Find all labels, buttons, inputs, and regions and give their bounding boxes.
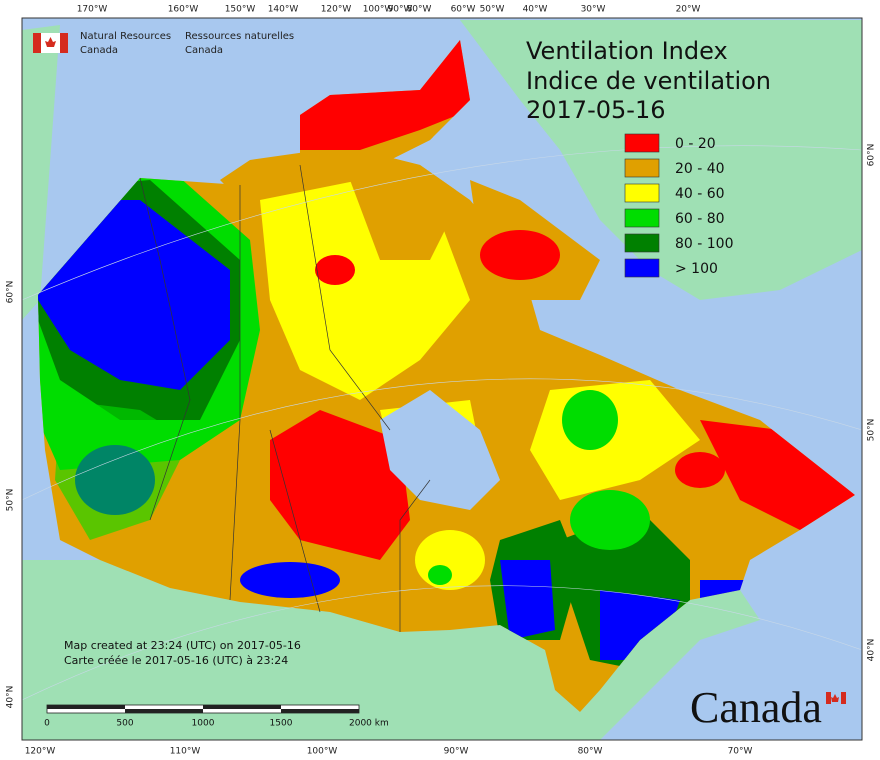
latitude-label: 40°N	[867, 639, 877, 662]
longitude-label: 40°W	[523, 5, 548, 15]
legend-swatch	[624, 233, 660, 253]
flag-bar	[33, 33, 41, 53]
legend-swatch	[624, 158, 660, 178]
longitude-label: 100°W	[307, 747, 338, 757]
right-graticule-labels: 60°N 50°N 40°N	[867, 144, 877, 662]
maple-leaf	[831, 694, 839, 702]
legend-label: 60 - 80	[675, 211, 725, 227]
nrcan-signature: Natural Resources Canada Ressources natu…	[33, 31, 294, 56]
map-frame	[21, 17, 863, 741]
latitude-label: 50°N	[6, 489, 16, 512]
bottom-graticule-labels: 120°W 110°W 100°W 90°W 80°W 70°W	[25, 747, 753, 757]
latitude-label: 40°N	[6, 686, 16, 709]
longitude-label: 30°W	[581, 5, 606, 15]
longitude-label: 80°W	[578, 747, 603, 757]
latitude-label: 50°N	[867, 419, 877, 442]
canada-wordmark: Canada	[690, 683, 846, 732]
left-graticule-labels: 60°N 50°N 40°N	[6, 281, 16, 709]
title: 2017-05-16	[526, 96, 665, 124]
longitude-label: 120°W	[25, 747, 56, 757]
scale-bar-segment	[125, 709, 203, 713]
legend: 0 - 20 20 - 40 40 - 60 60 - 80 80 - 100 > 100	[624, 133, 734, 278]
longitude-label: 60°W	[451, 5, 476, 15]
flag-bar	[826, 692, 831, 704]
legend-label: 0 - 20	[675, 136, 716, 152]
department-fr: Ressources naturelles	[185, 31, 294, 42]
longitude-label: 140°W	[268, 5, 299, 15]
scale-bar-segment	[281, 709, 359, 713]
title: Ventilation Index	[526, 37, 728, 65]
map-area	[22, 18, 862, 740]
legend-label: 40 - 60	[675, 186, 725, 202]
longitude-label: 120°W	[321, 5, 352, 15]
hudson-bay	[380, 390, 500, 510]
scale-label: 2000 km	[349, 719, 389, 729]
flag-bar	[841, 692, 846, 704]
footer-note: Map created at 23:24 (UTC) on 2017-05-16	[64, 639, 301, 652]
longitude-label: 170°W	[77, 5, 108, 15]
scale-bar-segment	[203, 705, 281, 709]
scale-label: 500	[116, 719, 133, 729]
wordmark: Canada	[690, 683, 822, 732]
flag-bar	[60, 33, 68, 53]
legend-label: > 100	[675, 261, 718, 277]
alaska-russia	[22, 25, 60, 320]
scale-label: 1500	[270, 719, 293, 729]
legend-swatch	[624, 258, 660, 278]
boundaries	[139, 164, 431, 632]
longitude-label: 150°W	[225, 5, 256, 15]
longitude-label: 70°W	[728, 747, 753, 757]
footer-note: Carte créée le 2017-05-16 (UTC) à 23:24	[64, 654, 288, 667]
scale-bar-segment	[47, 705, 125, 709]
scale-label: 1000	[192, 719, 215, 729]
latitude-label: 60°N	[6, 281, 16, 304]
department-en: Natural Resources	[80, 31, 171, 42]
department-fr: Canada	[185, 45, 223, 56]
latitude-label: 60°N	[867, 144, 877, 167]
longitude-label: 50°W	[480, 5, 505, 15]
united-states	[22, 560, 760, 740]
title: Indice de ventilation	[526, 67, 771, 95]
legend-label: 20 - 40	[675, 161, 725, 177]
longitude-label: 20°W	[676, 5, 701, 15]
longitude-label: 160°W	[168, 5, 199, 15]
longitude-label: 100°W	[363, 5, 394, 15]
longitude-label: 90°W	[444, 747, 469, 757]
longitude-label: 110°W	[170, 747, 201, 757]
graticule-lines	[22, 145, 862, 701]
top-graticule-labels: 170°W 160°W 150°W 140°W 120°W 100°W90°W80°W 60…	[77, 5, 701, 15]
longitude-label: 90°W	[388, 5, 413, 15]
legend-label: 80 - 100	[675, 236, 734, 252]
legend-swatch	[624, 183, 660, 203]
scale-label: 0	[44, 719, 50, 729]
longitude-label: 80°W	[407, 5, 432, 15]
legend-swatch	[624, 133, 660, 153]
scale-bar: 0 500 1000 1500 2000 km	[44, 704, 389, 729]
greenland	[460, 20, 862, 300]
department-en: Canada	[80, 45, 118, 56]
legend-swatch	[624, 208, 660, 228]
maple-leaf	[45, 37, 56, 47]
